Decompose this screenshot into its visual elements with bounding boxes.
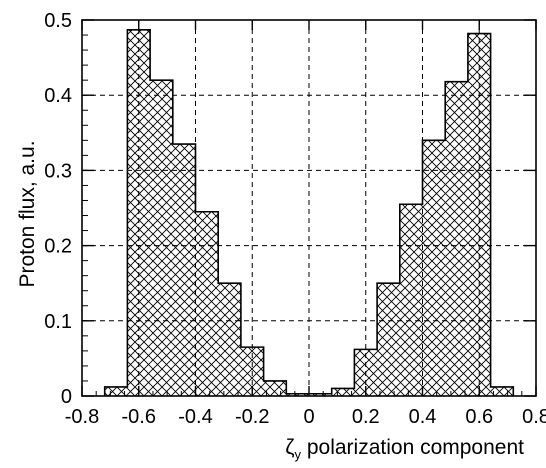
histogram-bar bbox=[354, 349, 378, 396]
x-axis-label-subscript: y bbox=[295, 447, 302, 462]
histogram-bar bbox=[263, 380, 287, 396]
histogram-bar bbox=[399, 204, 423, 396]
histogram-bar bbox=[172, 144, 196, 396]
x-tick-label: 0 bbox=[303, 406, 314, 428]
histogram-bar bbox=[150, 80, 173, 396]
x-tick-label: 0.6 bbox=[465, 406, 493, 428]
y-tick-label: 0.3 bbox=[44, 160, 72, 182]
histogram-bar bbox=[286, 393, 309, 396]
x-tick-label: 0.8 bbox=[522, 406, 546, 428]
histogram-bar bbox=[445, 81, 468, 396]
histogram-bar bbox=[104, 386, 128, 396]
histogram-bar bbox=[490, 386, 514, 396]
x-axis-label: ζy polarization component bbox=[285, 436, 524, 462]
x-axis-label-symbol: ζ bbox=[285, 436, 294, 459]
histogram-bars bbox=[103, 28, 515, 396]
x-tick-label: -0.8 bbox=[65, 406, 99, 428]
y-tick-label: 0.1 bbox=[44, 311, 72, 333]
histogram-bar bbox=[467, 33, 491, 396]
histogram-bar bbox=[240, 347, 264, 396]
histogram-bar bbox=[422, 140, 446, 396]
x-tick-label: 0.4 bbox=[409, 406, 437, 428]
x-axis-ticks: -0.8 -0.6 -0.4 -0.2 0 0.2 0.4 0.6 0.8 bbox=[65, 20, 546, 428]
histogram-bar bbox=[377, 283, 400, 396]
x-tick-label: -0.6 bbox=[122, 406, 156, 428]
x-tick-label: 0.2 bbox=[352, 406, 380, 428]
y-tick-label: 0.4 bbox=[44, 85, 72, 107]
histogram-bar bbox=[218, 283, 241, 396]
histogram-bar bbox=[127, 29, 151, 396]
x-tick-label: -0.2 bbox=[235, 406, 269, 428]
y-axis-label: Proton flux, a.u. bbox=[16, 140, 39, 287]
histogram-bar bbox=[195, 211, 219, 396]
x-tick-label: -0.4 bbox=[178, 406, 212, 428]
histogram-bar bbox=[331, 388, 355, 396]
y-axis-ticks: 0 0.1 0.2 0.3 0.4 0.5 bbox=[44, 10, 536, 408]
y-tick-label: 0 bbox=[61, 386, 72, 408]
y-tick-label: 0.2 bbox=[44, 236, 72, 258]
histogram-bar bbox=[309, 393, 332, 396]
y-tick-label: 0.5 bbox=[44, 10, 72, 32]
x-axis-label-text: polarization component bbox=[301, 436, 524, 459]
